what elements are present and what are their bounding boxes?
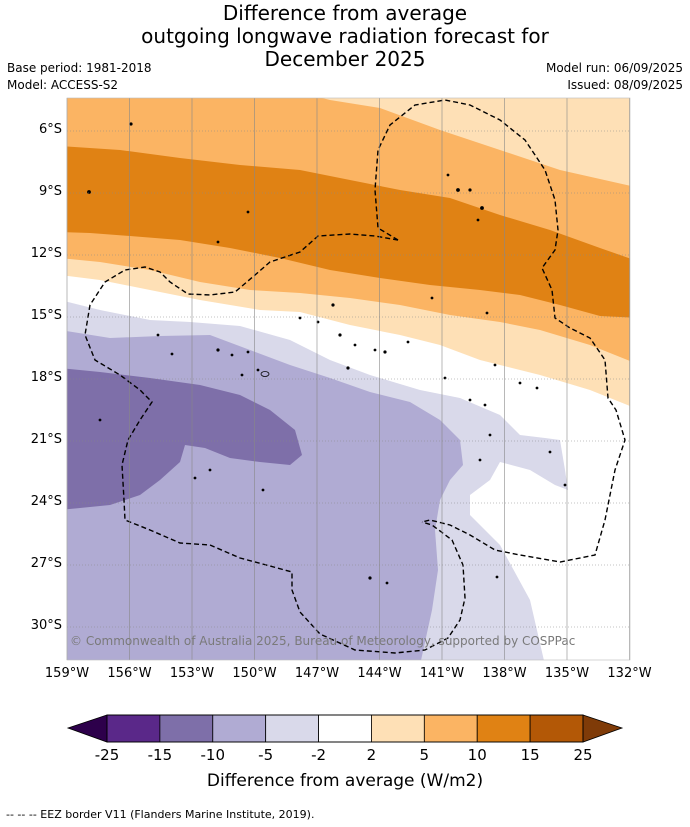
- colorbar-under-arrow: [66, 714, 108, 743]
- colorbar-segment: [159, 714, 214, 743]
- colorbar-tick-label: -10: [200, 746, 226, 764]
- colorbar-title: Difference from average (W/m2): [206, 771, 484, 791]
- colorbar-tick-label: -25: [94, 746, 120, 764]
- lon-tick-label: 138°W: [482, 666, 527, 681]
- colorbar-tick-label: 5: [419, 746, 430, 764]
- lat-tick-label: 18°S: [30, 370, 62, 385]
- lat-tick-label: 27°S: [30, 556, 62, 571]
- colorbar-over-arrow: [582, 714, 624, 743]
- lon-tick-label: 141°W: [419, 666, 465, 681]
- lat-tick-label: 12°S: [30, 246, 62, 261]
- colorbar-tick-label: 15: [520, 746, 540, 764]
- map-frame: [66, 97, 631, 661]
- colorbar-segment: [106, 714, 161, 743]
- lat-tick-label: 21°S: [30, 432, 62, 447]
- issued-date: Issued: 08/09/2025: [567, 78, 683, 92]
- lon-tick-label: 156°W: [107, 666, 152, 681]
- graticule: [66, 98, 630, 660]
- colorbar-segment: [371, 714, 425, 743]
- colorbar: [66, 714, 624, 743]
- colorbar-tick-label: 2: [366, 746, 377, 764]
- lon-tick-label: 153°W: [169, 666, 215, 681]
- anomaly-field: [67, 98, 630, 660]
- base-period: Base period: 1981-2018: [7, 61, 152, 75]
- title-line-1: Difference from average: [222, 1, 468, 25]
- colorbar-tick-label: -2: [311, 746, 327, 764]
- lon-tick-label: 159°W: [44, 666, 90, 681]
- colorbar-tick-label: -5: [258, 746, 274, 764]
- colorbar-segment: [212, 714, 267, 743]
- colorbar-segment: [423, 714, 478, 743]
- band-minus-10-15: [67, 368, 302, 510]
- copyright-notice: © Commonwealth of Australia 2025, Bureau…: [70, 634, 576, 648]
- colorbar-segment: [265, 714, 319, 743]
- title-line-3: December 2025: [264, 47, 426, 71]
- lon-tick-label: 144°W: [357, 666, 402, 681]
- lat-tick-label: 24°S: [30, 494, 62, 509]
- lon-tick-label: 135°W: [544, 666, 590, 681]
- lat-tick-label: 30°S: [30, 618, 62, 633]
- lat-tick-label: 6°S: [38, 122, 62, 137]
- lon-tick-label: 150°W: [232, 666, 277, 681]
- eez-borders: [84, 99, 626, 654]
- eez-footnote: -- -- -- EEZ border V11 (Flanders Marine…: [6, 808, 315, 821]
- islands: [87, 122, 567, 585]
- lat-tick-label: 15°S: [30, 308, 62, 323]
- colorbar-tick-label: 25: [573, 746, 593, 764]
- lon-tick-label: 147°W: [294, 666, 340, 681]
- band-10-15: [67, 146, 630, 318]
- colorbar-frame: [106, 714, 584, 743]
- colorbar-segment: [529, 714, 584, 743]
- colorbar-segment: [476, 714, 531, 743]
- title-line-2: outgoing longwave radiation forecast for: [141, 24, 549, 48]
- lat-tick-label: 9°S: [38, 184, 62, 199]
- model-run: Model run: 06/09/2025: [545, 61, 683, 75]
- colorbar-segments: [106, 714, 584, 743]
- colorbar-tick-label: 10: [467, 746, 487, 764]
- model-name: Model: ACCESS-S2: [7, 78, 119, 92]
- colorbar-tick-label: -15: [147, 746, 173, 764]
- colorbar-segment: [318, 714, 372, 743]
- lon-tick-label: 132°W: [607, 666, 652, 681]
